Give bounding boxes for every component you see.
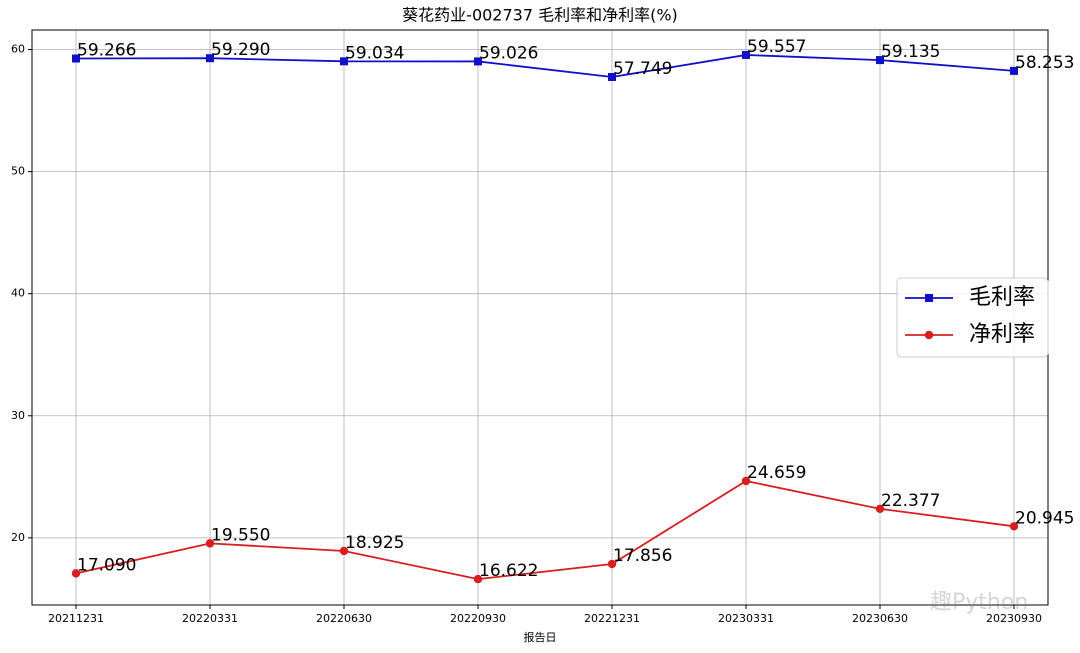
- data-label: 59.557: [747, 37, 806, 57]
- data-label: 16.622: [479, 561, 538, 581]
- x-tick-label: 20230331: [718, 612, 774, 625]
- point: [206, 54, 214, 63]
- point: [742, 50, 750, 59]
- x-tick-label: 20211231: [48, 612, 104, 625]
- series-line: [75, 54, 1015, 78]
- legend-marker: [924, 330, 934, 340]
- data-label: 20.945: [1015, 508, 1074, 528]
- data-label: 17.856: [613, 546, 672, 566]
- point: [340, 57, 348, 66]
- point: [1009, 522, 1019, 531]
- x-tick-label: 20220331: [182, 612, 238, 625]
- data-label: 59.266: [77, 40, 136, 60]
- point: [876, 56, 884, 65]
- data-label: 59.034: [345, 43, 404, 63]
- data-label: 24.659: [747, 463, 806, 483]
- point: [205, 539, 215, 548]
- x-tick-label: 20220630: [316, 612, 372, 625]
- data-label: 59.290: [211, 40, 270, 60]
- point: [474, 57, 482, 66]
- series-line: [75, 480, 1015, 581]
- legend-marker: [925, 294, 933, 302]
- legend-label: 净利率: [969, 322, 1035, 347]
- x-tick-label: 20230630: [852, 612, 908, 625]
- point: [473, 574, 483, 584]
- x-tick-label: 20220930: [450, 612, 506, 625]
- y-tick-label: 30: [11, 409, 25, 422]
- legend-label: 毛利率: [969, 285, 1035, 310]
- point: [1010, 66, 1018, 75]
- point: [608, 73, 616, 82]
- y-tick-label: 40: [11, 287, 25, 300]
- data-label: 59.026: [479, 43, 538, 63]
- point: [875, 504, 885, 514]
- point: [607, 559, 617, 569]
- data-label: 17.090: [77, 555, 136, 575]
- x-tick-label: 20230930: [986, 612, 1042, 625]
- data-label: 57.749: [613, 59, 672, 79]
- chart-title: 葵花药业-002737 毛利率和净利率(%): [402, 6, 678, 25]
- data-label: 22.377: [881, 491, 940, 511]
- point: [741, 476, 751, 486]
- watermark: 趣Python: [930, 590, 1028, 615]
- x-tick-label: 20221231: [584, 612, 640, 625]
- point: [339, 546, 349, 556]
- data-label: 19.550: [211, 525, 270, 545]
- y-tick-label: 50: [11, 165, 25, 178]
- y-tick-label: 60: [11, 43, 25, 56]
- data-label: 18.925: [345, 533, 404, 553]
- data-label: 59.135: [881, 42, 940, 62]
- point: [72, 54, 80, 63]
- point: [71, 569, 81, 578]
- x-axis-label: 报告日: [524, 630, 557, 644]
- y-tick-label: 20: [11, 531, 25, 544]
- data-label: 58.253: [1015, 53, 1074, 73]
